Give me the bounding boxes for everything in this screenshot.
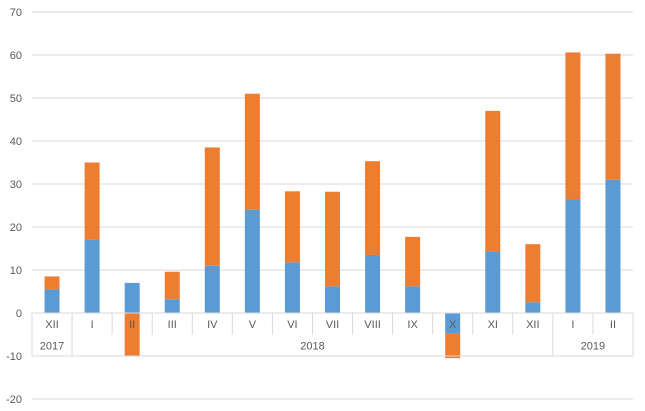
- bar-segment-series-1: [405, 286, 421, 313]
- category-label: VIII: [364, 319, 381, 331]
- bar-segment-series-2: [204, 147, 220, 266]
- y-tick-label: -20: [6, 394, 22, 406]
- category-label: VII: [326, 319, 339, 331]
- bar-segment-series-2: [325, 191, 340, 287]
- category-label: VI: [287, 319, 297, 331]
- bar-segment-series-2: [565, 52, 581, 200]
- y-tick-label: 10: [10, 265, 22, 277]
- bar-segment-series-2: [605, 53, 621, 180]
- bar-segment-series-1: [44, 289, 60, 313]
- bar-segment-series-2: [365, 161, 381, 255]
- year-label: 2018: [300, 340, 324, 352]
- y-tick-label: 20: [10, 222, 22, 234]
- category-label: II: [129, 319, 135, 331]
- bar-segment-series-1: [84, 239, 100, 313]
- y-tick-label: 60: [10, 50, 22, 62]
- year-label: 2017: [40, 340, 64, 352]
- category-label: II: [610, 319, 616, 331]
- bar-segment-series-1: [485, 251, 501, 313]
- category-label: I: [571, 319, 574, 331]
- y-tick-label: -10: [6, 351, 22, 363]
- bar-segment-series-1: [325, 286, 340, 313]
- bar-segment-series-2: [84, 162, 100, 240]
- bar-segment-series-1: [284, 262, 300, 313]
- category-label: X: [449, 319, 457, 331]
- y-tick-label: 50: [10, 93, 22, 105]
- bar-segment-series-2: [405, 236, 421, 287]
- bar-segment-series-1: [445, 313, 461, 334]
- category-label: IX: [407, 319, 418, 331]
- category-label: XI: [488, 319, 498, 331]
- bar-segment-series-1: [565, 199, 581, 313]
- bar-segment-series-1: [605, 179, 621, 313]
- bar-segment-series-2: [525, 244, 541, 303]
- y-tick-labels: -20 -10 0 10 20 30 40 50 60 70: [6, 7, 22, 406]
- y-tick-label: 40: [10, 136, 22, 148]
- category-label: XII: [526, 319, 539, 331]
- category-label: I: [91, 319, 94, 331]
- category-label: V: [249, 319, 257, 331]
- bar-segment-series-1: [204, 265, 220, 313]
- bar-segment-series-2: [124, 313, 140, 356]
- bar-segment-series-1: [164, 299, 180, 313]
- y-tick-label: 30: [10, 179, 22, 191]
- bar-segment-series-1: [525, 302, 541, 313]
- category-label: IV: [207, 319, 218, 331]
- bar-segment-series-1: [124, 282, 140, 313]
- bar-segment-series-2: [164, 271, 180, 300]
- bars: [44, 52, 621, 359]
- bar-segment-series-2: [445, 333, 461, 359]
- y-tick-label: 70: [10, 7, 22, 19]
- year-label: 2019: [581, 340, 605, 352]
- bar-segment-series-1: [365, 254, 381, 313]
- bar-segment-series-2: [44, 276, 60, 290]
- category-label: XII: [45, 319, 58, 331]
- y-tick-label: 0: [16, 308, 22, 320]
- bar-segment-series-2: [284, 191, 300, 263]
- bar-segment-series-2: [485, 110, 501, 252]
- bar-segment-series-2: [244, 93, 260, 210]
- category-label: III: [168, 319, 177, 331]
- bar-segment-series-1: [244, 209, 260, 313]
